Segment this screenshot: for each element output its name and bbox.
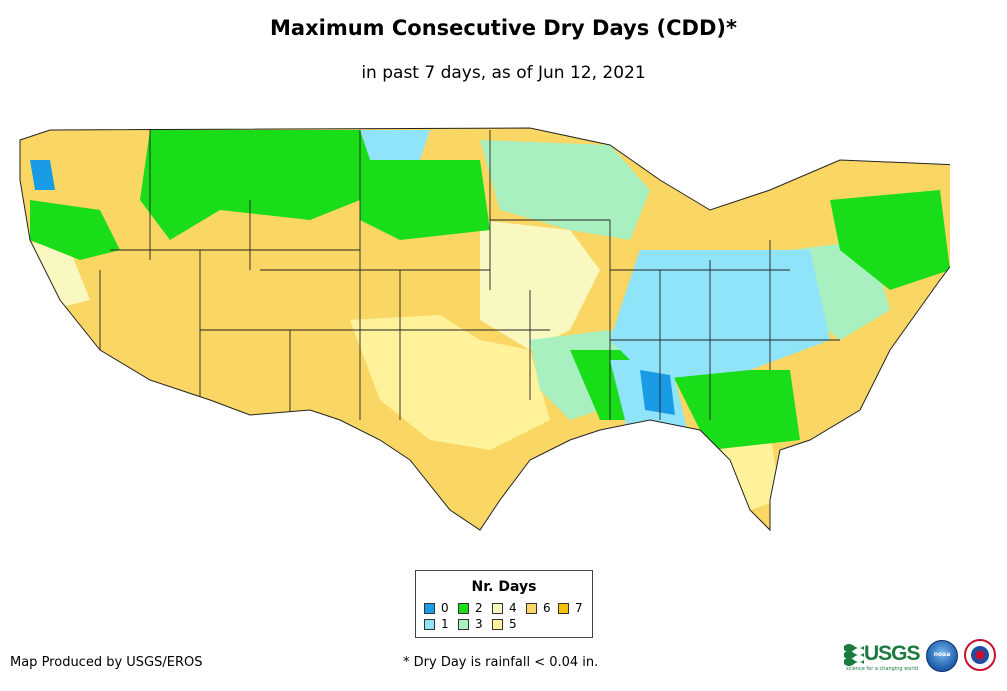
region-4-days	[480, 220, 600, 350]
legend-swatch	[492, 602, 503, 614]
usgs-tagline: science for a changing world	[846, 666, 918, 672]
legend: Nr. Days 0 1 2 3 4 5 6 7	[415, 570, 593, 638]
us-outline	[19, 127, 950, 532]
legend-swatch	[458, 602, 469, 614]
region-2-days-dakotas	[360, 160, 490, 240]
state-borders	[99, 130, 840, 420]
legend-label: 3	[475, 617, 483, 631]
legend-label: 7	[575, 601, 583, 615]
region-2-days-pnw	[30, 200, 120, 260]
legend-swatch	[526, 602, 537, 614]
logos: USGS science for a changing world noaa	[840, 636, 1000, 676]
us-cdd-map	[19, 127, 950, 532]
map-subtitle: in past 7 days, as of Jun 12, 2021	[361, 63, 646, 83]
region-1-day-north	[360, 130, 430, 160]
credit: Map Produced by USGS/EROS	[10, 655, 203, 670]
legend-swatch	[458, 618, 469, 630]
nws-logo	[964, 639, 996, 671]
noaa-wordmark: noaa	[933, 651, 951, 658]
legend-label: 0	[441, 601, 449, 615]
usgs-logo: USGS science for a changing world	[844, 640, 921, 672]
map-title: Maximum Consecutive Dry Days (CDD)*	[270, 16, 737, 40]
legend-item: 1	[424, 617, 449, 631]
legend-swatch	[424, 618, 435, 630]
legend-item: 2	[458, 601, 483, 615]
region-2-days-northeast	[830, 190, 950, 290]
legend-swatch	[558, 602, 569, 614]
legend-swatch	[492, 618, 503, 630]
legend-label: 2	[475, 601, 483, 615]
legend-item: 7	[558, 601, 583, 615]
legend-label: 4	[509, 601, 517, 615]
nws-emblem-icon	[971, 646, 989, 664]
region-0-days-pnw	[30, 160, 55, 190]
legend-item: 3	[458, 617, 483, 631]
noaa-logo: noaa	[926, 640, 958, 672]
legend-title: Nr. Days	[471, 579, 537, 595]
legend-item: 5	[492, 617, 517, 631]
legend-swatch	[424, 602, 435, 614]
legend-item: 4	[492, 601, 517, 615]
region-1-day	[610, 250, 830, 380]
region-2-days-north	[140, 130, 380, 240]
legend-label: 1	[441, 617, 449, 631]
legend-item: 6	[526, 601, 551, 615]
legend-label: 6	[543, 601, 551, 615]
usgs-wave-icon	[844, 644, 864, 666]
usgs-wordmark: USGS	[864, 642, 921, 665]
region-3-days-north	[480, 140, 650, 240]
legend-label: 5	[509, 617, 517, 631]
footnote: * Dry Day is rainfall < 0.04 in.	[403, 655, 599, 670]
region-2-days-southeast	[670, 370, 800, 450]
region-0-days	[640, 370, 675, 415]
legend-item: 0	[424, 601, 449, 615]
